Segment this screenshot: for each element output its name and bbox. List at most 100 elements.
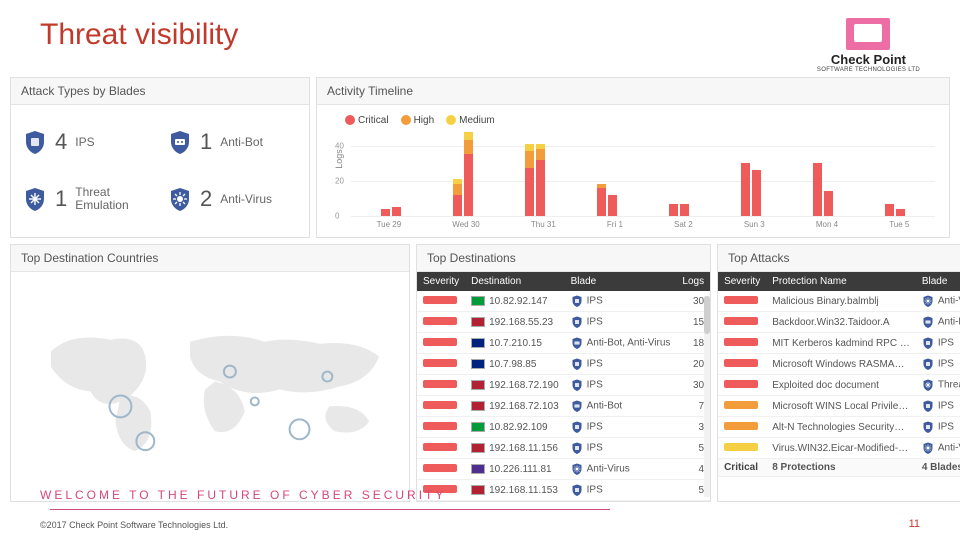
blade-item[interactable]: 4 IPS xyxy=(23,119,152,166)
shield-icon xyxy=(571,315,583,329)
virus-icon xyxy=(922,294,934,308)
protection-cell: MIT Kerberos kadmind RPC … xyxy=(766,333,916,354)
flag-icon xyxy=(471,296,485,306)
card-title: Top Destinations xyxy=(417,245,710,272)
flag-icon xyxy=(471,464,485,474)
destination-cell: 192.168.72.190 xyxy=(465,375,565,396)
card-top-countries: Top Destination Countries xyxy=(10,244,410,502)
blade-item[interactable]: 1ThreatEmulation xyxy=(23,176,152,223)
snowflake-icon xyxy=(922,378,934,392)
severity-cell xyxy=(718,291,766,312)
column-header[interactable]: Protection Name xyxy=(766,272,916,291)
destination-cell: 10.7.210.15 xyxy=(465,333,565,354)
protection-cell: Virus.WIN32.Eicar-Modified-… xyxy=(766,438,916,459)
shield-icon xyxy=(922,420,934,434)
page-number: 11 xyxy=(909,518,920,530)
severity-cell xyxy=(417,375,465,396)
table-row[interactable]: 10.82.92.147IPS30 xyxy=(417,291,710,312)
blade-item[interactable]: 1 Anti-Bot xyxy=(168,119,297,166)
scrollbar[interactable] xyxy=(704,296,710,497)
blade-label: IPS xyxy=(75,136,94,149)
destination-cell: 10.82.92.147 xyxy=(465,291,565,312)
severity-cell xyxy=(718,354,766,375)
y-tick: 40 xyxy=(335,141,344,150)
flag-icon xyxy=(471,443,485,453)
brand-name: Check Point xyxy=(817,52,920,67)
table-row[interactable]: 10.82.92.109IPS3 xyxy=(417,417,710,438)
blade-cell: Anti-Virus xyxy=(565,459,677,480)
blade-cell: Anti-Bot xyxy=(565,396,677,417)
legend-item: Medium xyxy=(446,115,495,126)
robot-icon xyxy=(922,315,934,329)
protection-cell: Microsoft Windows RASMA… xyxy=(766,354,916,375)
protection-cell: Backdoor.Win32.Taidoor.A xyxy=(766,312,916,333)
card-top-destinations: Top Destinations SeverityDestinationBlad… xyxy=(416,244,711,502)
blade-item[interactable]: 2Anti-Virus xyxy=(168,176,297,223)
virus-icon xyxy=(168,186,192,212)
shield-icon xyxy=(922,336,934,350)
table-row[interactable]: MIT Kerberos kadmind RPC …IPS160 xyxy=(718,333,960,354)
table-row[interactable]: 192.168.55.23IPS15 xyxy=(417,312,710,333)
table-row[interactable]: Microsoft WINS Local Privile…IPS15 xyxy=(718,396,960,417)
column-header[interactable]: Destination xyxy=(465,272,565,291)
shield-icon xyxy=(571,294,583,308)
card-top-attacks: Top Attacks SeverityProtection NameBlade… xyxy=(717,244,960,502)
robot-icon xyxy=(168,129,192,155)
table-row[interactable]: Alt-N Technologies Security…IPS20 xyxy=(718,417,960,438)
card-activity-timeline: Activity Timeline CriticalHighMedium Log… xyxy=(316,77,950,238)
brand-logo: Check Point SOFTWARE TECHNOLOGIES LTD xyxy=(817,18,920,73)
table-row[interactable]: Exploited doc documentThreat Emulati…8 xyxy=(718,375,960,396)
table-row[interactable]: 10.7.98.85IPS20 xyxy=(417,354,710,375)
bar-group xyxy=(741,163,761,216)
shield-icon xyxy=(922,399,934,413)
column-header[interactable]: Severity xyxy=(417,272,465,291)
card-title: Attack Types by Blades xyxy=(11,78,309,105)
table-row[interactable]: 192.168.11.156IPS5 xyxy=(417,438,710,459)
shield-icon xyxy=(922,357,934,371)
protection-cell: Exploited doc document xyxy=(766,375,916,396)
flag-icon xyxy=(471,317,485,327)
destinations-table: SeverityDestinationBladeLogs10.82.92.147… xyxy=(417,272,710,501)
blade-cell: IPS xyxy=(565,312,677,333)
card-title: Top Destination Countries xyxy=(11,245,409,272)
column-header[interactable]: Blade xyxy=(916,272,960,291)
table-row[interactable]: Virus.WIN32.Eicar-Modified-…Anti-Virus30 xyxy=(718,438,960,459)
blade-count: 1 xyxy=(200,129,212,155)
legend-item: Critical xyxy=(345,115,389,126)
table-row[interactable]: 10.226.111.81Anti-Virus4 xyxy=(417,459,710,480)
y-axis-label: Logs xyxy=(334,150,344,170)
card-title: Activity Timeline xyxy=(317,78,949,105)
severity-cell xyxy=(417,396,465,417)
x-tick: Sun 3 xyxy=(744,220,765,229)
bar-group xyxy=(525,144,545,216)
blade-cell: Anti-Bot xyxy=(916,312,960,333)
severity-cell xyxy=(417,459,465,480)
protection-cell: Malicious Binary.balmblj xyxy=(766,291,916,312)
table-row[interactable]: Microsoft Windows RASMA…IPS30 xyxy=(718,354,960,375)
y-tick: 0 xyxy=(335,212,339,221)
severity-cell xyxy=(718,417,766,438)
table-row[interactable]: 10.7.210.15Anti-Bot, Anti-Virus18 xyxy=(417,333,710,354)
bar-group xyxy=(597,184,617,216)
destination-cell: 10.82.92.109 xyxy=(465,417,565,438)
column-header[interactable]: Severity xyxy=(718,272,766,291)
table-row[interactable]: 192.168.72.190IPS30 xyxy=(417,375,710,396)
column-header[interactable]: Blade xyxy=(565,272,677,291)
table-row[interactable]: Backdoor.Win32.Taidoor.AAnti-Bot37 xyxy=(718,312,960,333)
destination-cell: 192.168.55.23 xyxy=(465,312,565,333)
x-tick: Mon 4 xyxy=(816,220,838,229)
blade-cell: IPS xyxy=(916,417,960,438)
bar-group xyxy=(381,207,401,216)
destination-cell: 10.7.98.85 xyxy=(465,354,565,375)
blade-label: Anti-Bot xyxy=(220,136,263,149)
severity-cell xyxy=(417,438,465,459)
blade-label: ThreatEmulation xyxy=(75,186,128,212)
blade-count: 4 xyxy=(55,129,67,155)
shield-icon xyxy=(571,357,583,371)
column-header[interactable]: Logs xyxy=(676,272,710,291)
protection-cell: Alt-N Technologies Security… xyxy=(766,417,916,438)
severity-cell xyxy=(417,354,465,375)
blade-cell: IPS xyxy=(565,291,677,312)
table-row[interactable]: 192.168.72.103Anti-Bot7 xyxy=(417,396,710,417)
table-row[interactable]: Malicious Binary.balmbljAnti-Virus4 xyxy=(718,291,960,312)
